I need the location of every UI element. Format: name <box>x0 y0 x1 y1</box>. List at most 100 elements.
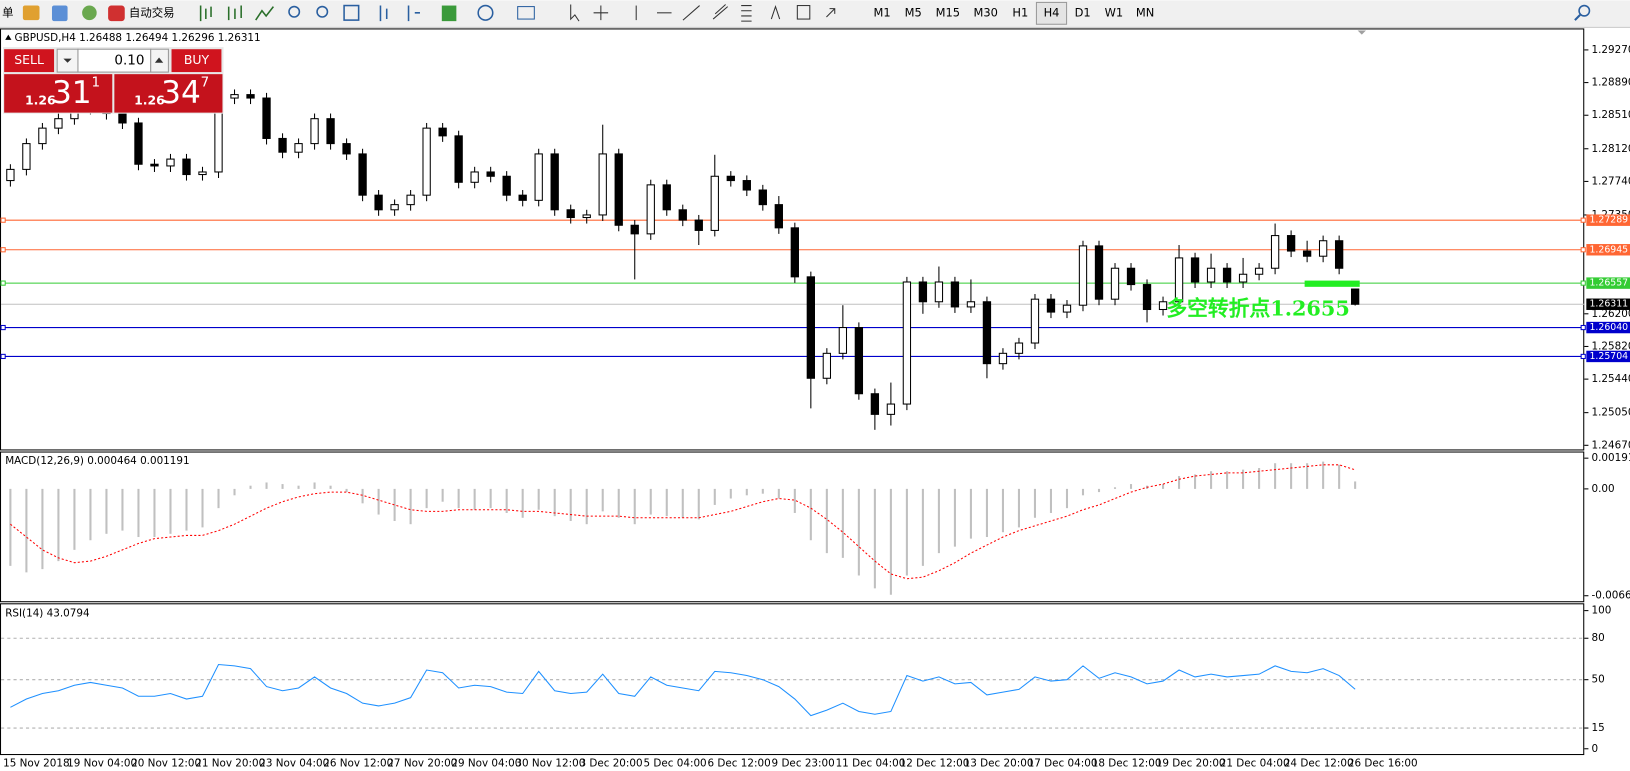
candle-body <box>1078 245 1088 306</box>
candle-body <box>198 171 207 176</box>
icon[interactable] <box>770 4 781 20</box>
candle-body <box>790 227 799 278</box>
icon[interactable] <box>570 4 580 22</box>
ask-box[interactable] <box>114 74 223 113</box>
icon[interactable] <box>255 6 275 21</box>
icon[interactable] <box>82 5 97 21</box>
periods-icon[interactable] <box>477 4 494 21</box>
candle-body <box>486 171 495 177</box>
candle-body <box>54 118 63 129</box>
buy-button[interactable] <box>171 49 222 73</box>
icon[interactable] <box>741 5 752 22</box>
icon[interactable] <box>227 5 242 21</box>
y-tick-label: 1.28120 <box>1592 143 1630 155</box>
templates-icon[interactable] <box>517 6 535 20</box>
candle-body <box>1094 245 1104 300</box>
candle-body <box>1046 298 1056 313</box>
timeframes: M1 M5 M15 M30 H1 H4 D1 W1 MN <box>873 1 1154 25</box>
candle-body <box>662 184 671 211</box>
candle-body <box>134 122 143 165</box>
icon[interactable] <box>51 5 68 22</box>
timeframe[interactable]: MN <box>1136 5 1154 19</box>
y-tick-label: 0 <box>1592 743 1599 755</box>
toolbar-items: 单 自动交易 M <box>2 1 1591 25</box>
candle-body <box>374 194 383 211</box>
candle-body <box>998 352 1008 365</box>
candle-body <box>774 204 783 229</box>
candle-body <box>150 163 159 167</box>
level-handle <box>0 247 6 253</box>
auto-trade-icon[interactable] <box>108 5 125 22</box>
icon[interactable] <box>379 5 420 22</box>
icon[interactable] <box>288 5 301 18</box>
icon[interactable] <box>316 5 329 18</box>
level-handle <box>1580 353 1586 360</box>
candle-body <box>694 219 703 231</box>
level-handle <box>1580 324 1586 331</box>
icon[interactable] <box>712 4 729 20</box>
timeframe[interactable]: W1 <box>1105 5 1124 19</box>
x-tick-label: 6 Dec 12:00 <box>708 757 771 769</box>
rsi-pane <box>0 603 1585 756</box>
candle-body <box>742 180 751 191</box>
candle-body <box>710 175 719 231</box>
x-tick-label: 21 Nov 20:00 <box>195 757 265 769</box>
candle-body <box>38 127 47 145</box>
icon[interactable] <box>22 5 40 21</box>
icon[interactable] <box>343 4 360 21</box>
auto-trade[interactable]: 自动交易 <box>129 5 175 19</box>
candle-body <box>678 209 687 221</box>
icon[interactable] <box>826 8 836 18</box>
candle-body <box>630 224 639 235</box>
candle-body <box>1126 267 1136 286</box>
y-tick-label: 15 <box>1592 722 1605 734</box>
macd-pane <box>0 451 1585 603</box>
icon[interactable] <box>682 5 700 21</box>
y-tick-label: 0.001915 <box>1592 452 1630 464</box>
y-tick-label: 50 <box>1592 674 1605 686</box>
timeframe[interactable]: H4 <box>1044 5 1060 19</box>
timeframe[interactable]: M5 <box>905 5 922 19</box>
candle-body <box>438 127 447 137</box>
icon[interactable] <box>593 5 609 21</box>
x-tick-label: 19 Dec 20:00 <box>1156 757 1226 769</box>
menu[interactable]: 单 <box>2 5 13 19</box>
turning-point-bar <box>1304 280 1360 287</box>
x-tick-label: 24 Dec 12:00 <box>1284 757 1354 769</box>
x-tick-label: 3 Dec 20:00 <box>579 757 642 769</box>
candle-body <box>422 127 431 196</box>
timeframe[interactable]: M15 <box>936 5 960 19</box>
sell-label[interactable]: SELL <box>14 52 44 67</box>
timeframe[interactable]: D1 <box>1075 5 1091 19</box>
candle-body <box>518 194 527 201</box>
buy-label[interactable]: BUY <box>184 52 210 67</box>
candle-body <box>806 276 815 379</box>
candle-body <box>918 281 928 303</box>
candle-body <box>6 168 15 182</box>
level-label-bg <box>1586 214 1630 226</box>
y-tick-label: 100 <box>1592 605 1612 617</box>
search-icon[interactable] <box>1578 4 1591 17</box>
candle-body <box>1334 240 1344 269</box>
x-tick-label: 26 Nov 12:00 <box>323 757 393 769</box>
timeframe[interactable]: H1 <box>1012 5 1028 19</box>
y-tick-label: -0.006659 <box>1592 590 1630 602</box>
lot-value[interactable]: 0.10 <box>114 53 144 69</box>
icon[interactable] <box>199 5 212 22</box>
icon[interactable] <box>796 5 811 20</box>
indicators-icon[interactable] <box>441 5 457 22</box>
candle-body <box>1030 298 1040 344</box>
level-handle <box>1580 217 1586 223</box>
search-icon-handle <box>1574 14 1581 21</box>
candle-body <box>230 94 239 99</box>
title-marker <box>5 34 12 40</box>
bid-box[interactable] <box>4 74 113 113</box>
candle-body <box>966 301 976 308</box>
arrow <box>154 57 164 63</box>
timeframe[interactable]: M1 <box>873 5 890 19</box>
ask-prefix: 1.26 <box>134 93 165 108</box>
candle-body <box>726 175 735 182</box>
sell-button[interactable] <box>4 49 55 73</box>
timeframe[interactable]: M30 <box>974 5 998 19</box>
